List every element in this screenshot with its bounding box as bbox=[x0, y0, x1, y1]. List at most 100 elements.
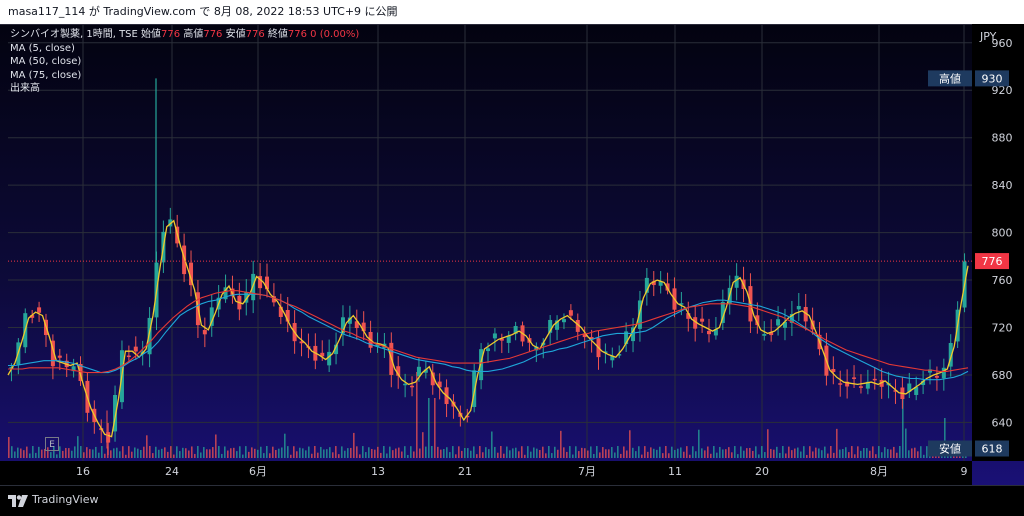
volume-bar bbox=[710, 453, 712, 458]
volume-bar bbox=[149, 446, 151, 458]
volume-bar bbox=[392, 450, 394, 458]
volume-bar bbox=[758, 454, 760, 458]
volume-bar bbox=[194, 453, 196, 458]
volume-bar bbox=[851, 446, 853, 458]
candle-body bbox=[610, 355, 615, 361]
volume-bar bbox=[125, 454, 127, 458]
candle-body bbox=[354, 321, 359, 329]
volume-bar bbox=[662, 453, 664, 458]
volume-bar bbox=[182, 447, 184, 458]
tradingview-logo-icon[interactable] bbox=[8, 495, 28, 507]
earnings-badge[interactable]: E bbox=[45, 437, 59, 451]
volume-bar bbox=[95, 446, 97, 458]
candle-body bbox=[686, 313, 691, 319]
volume-bar bbox=[446, 447, 448, 458]
candle-body bbox=[534, 346, 539, 351]
currency-label[interactable]: JPY bbox=[980, 30, 997, 43]
time-tick-label: 13 bbox=[371, 465, 385, 478]
chart-overlays bbox=[8, 78, 972, 449]
volume-bar bbox=[53, 446, 55, 458]
legend-ma75[interactable]: MA (75, close) bbox=[10, 69, 82, 81]
volume-bar bbox=[923, 454, 925, 458]
volume-bar bbox=[116, 447, 118, 458]
volume-bar bbox=[515, 447, 517, 458]
volume-bar bbox=[464, 447, 466, 458]
candle-body bbox=[472, 370, 477, 408]
volume-bar bbox=[692, 446, 694, 458]
volume-bar bbox=[704, 450, 706, 458]
candle-body bbox=[948, 342, 953, 367]
volume-bar bbox=[152, 453, 154, 458]
current-price-tag-value: 776 bbox=[982, 255, 1003, 268]
candle-body bbox=[209, 307, 214, 326]
volume-bar bbox=[311, 453, 313, 458]
volume-bar bbox=[137, 448, 139, 458]
candle-body bbox=[893, 390, 898, 392]
low-tag-label: 安値 bbox=[939, 442, 961, 456]
volume-bar bbox=[284, 433, 286, 458]
volume-bar bbox=[536, 448, 538, 458]
volume-bar bbox=[65, 447, 67, 458]
volume-bar bbox=[233, 447, 235, 458]
volume-bar bbox=[173, 454, 175, 458]
candle-body bbox=[603, 351, 608, 353]
volume-bar bbox=[884, 447, 886, 458]
publish-header: masa117_114 が TradingView.com で 8月 08, 2… bbox=[0, 0, 1024, 24]
volume-bar bbox=[23, 450, 25, 458]
legend-symbol-row[interactable]: シンバイオ製薬, 1時間, TSE 始値776 高値776 安値776 終値77… bbox=[10, 28, 359, 42]
candle-body bbox=[437, 381, 442, 388]
legend-high-value: 776 bbox=[203, 29, 223, 40]
volume-bar bbox=[398, 447, 400, 458]
volume-bar bbox=[731, 452, 733, 458]
legend-ma50[interactable]: MA (50, close) bbox=[10, 56, 82, 67]
high-tag-label: 高値 bbox=[939, 71, 961, 85]
price-axis[interactable] bbox=[972, 24, 1024, 461]
volume-bar bbox=[701, 448, 703, 458]
volume-bar bbox=[20, 448, 22, 458]
volume-bar bbox=[335, 446, 337, 458]
volume-bar bbox=[245, 446, 247, 458]
volume-bar bbox=[815, 447, 817, 458]
volume-bar bbox=[797, 447, 799, 458]
volume-bar bbox=[317, 452, 319, 458]
volume-bar bbox=[761, 446, 763, 458]
volume-bar bbox=[371, 448, 373, 458]
volume-bar bbox=[764, 452, 766, 458]
volume-bar bbox=[83, 452, 85, 458]
volume-bar bbox=[620, 453, 622, 458]
time-tick-label: 6月 bbox=[249, 465, 267, 478]
footer-brand[interactable]: TradingView bbox=[32, 493, 99, 506]
volume-bar bbox=[413, 451, 415, 458]
volume-bar bbox=[605, 449, 607, 458]
time-axis[interactable] bbox=[0, 461, 972, 485]
candle-body bbox=[914, 386, 919, 395]
legend-volume[interactable]: 出来高 bbox=[10, 83, 40, 94]
ma75-line bbox=[8, 290, 969, 374]
volume-bar bbox=[518, 451, 520, 458]
candle-body bbox=[513, 326, 518, 334]
volume-bar bbox=[320, 446, 322, 458]
publish-info-text: masa117_114 が TradingView.com で 8月 08, 2… bbox=[8, 5, 398, 18]
candle-body bbox=[865, 381, 870, 389]
volume-bar bbox=[587, 450, 589, 458]
candle-body bbox=[30, 315, 35, 318]
candle-body bbox=[299, 341, 304, 344]
volume-bar bbox=[539, 450, 541, 458]
volume-bar bbox=[395, 448, 397, 458]
time-tick-label: 9 bbox=[961, 465, 968, 478]
volume-bar bbox=[767, 429, 769, 458]
volume-bar bbox=[113, 448, 115, 458]
time-tick-label: 7月 bbox=[578, 465, 596, 478]
volume-bar bbox=[419, 448, 421, 458]
volume-bar bbox=[854, 454, 856, 458]
volume-bar bbox=[50, 452, 52, 458]
volume-bar bbox=[707, 446, 709, 458]
candle-body bbox=[762, 334, 767, 336]
legend-ma5[interactable]: MA (5, close) bbox=[10, 42, 75, 54]
volume-bar bbox=[308, 446, 310, 458]
volume-bar bbox=[890, 449, 892, 458]
chart-pane[interactable] bbox=[0, 24, 1024, 493]
volume-bar bbox=[428, 398, 430, 458]
volume-bar bbox=[167, 451, 169, 458]
